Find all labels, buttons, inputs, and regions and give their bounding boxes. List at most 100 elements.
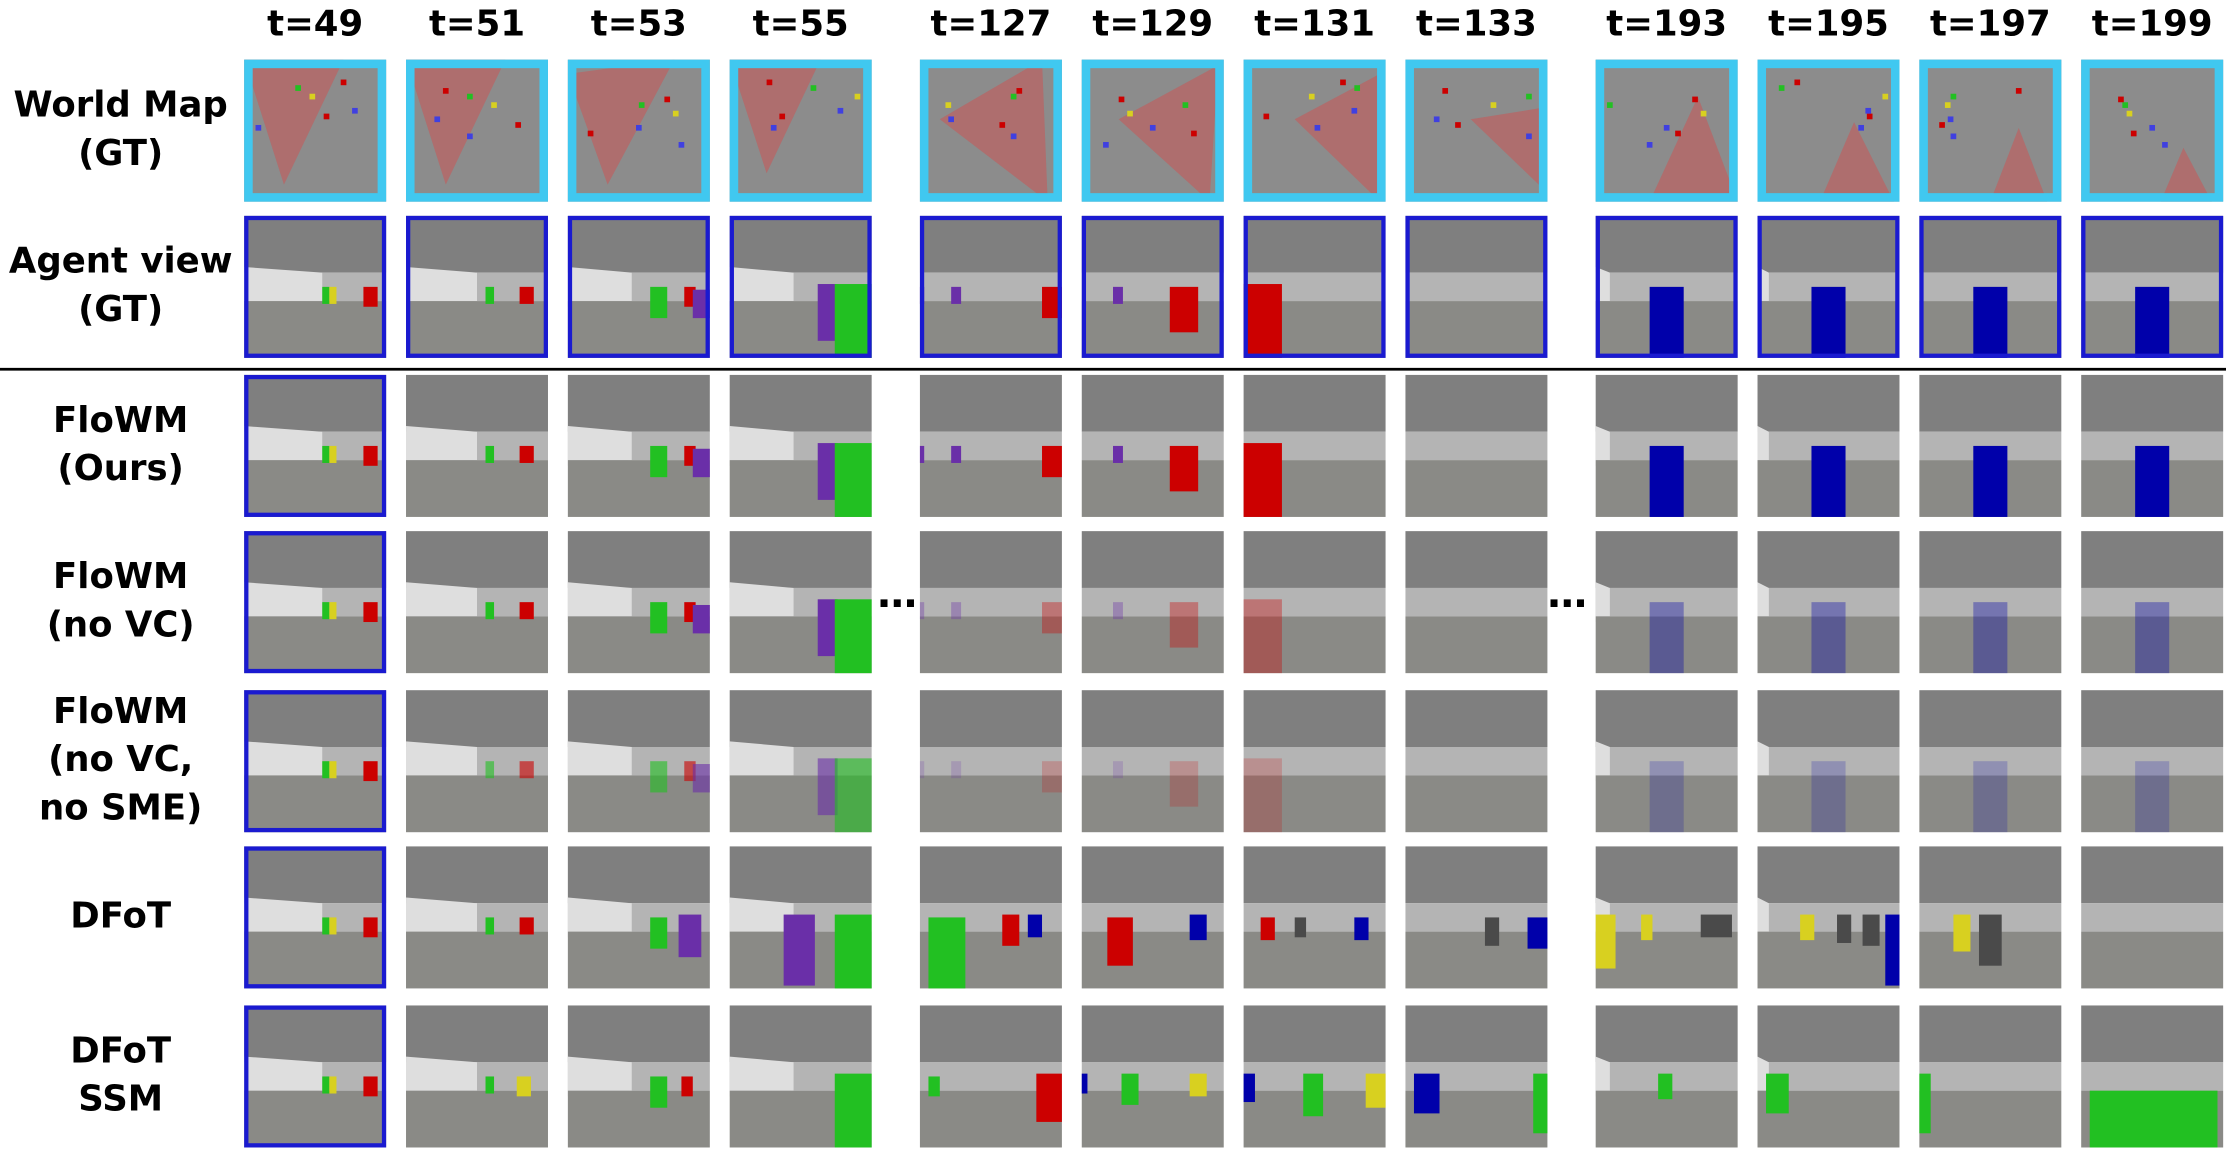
thumbnail — [406, 374, 548, 517]
thumbnail — [1595, 531, 1738, 674]
ceiling — [2081, 690, 2224, 747]
corridor-wall — [1595, 741, 1610, 782]
frame — [406, 215, 548, 358]
thumbnail — [1919, 846, 2062, 989]
ceiling — [244, 690, 387, 747]
floor — [244, 775, 387, 833]
ceiling — [919, 374, 1062, 432]
frame — [567, 59, 710, 202]
object — [322, 1076, 330, 1094]
thumbnail — [2081, 1005, 2224, 1148]
frame — [1757, 59, 1900, 202]
floor — [1081, 1090, 1224, 1148]
floor — [244, 460, 387, 517]
object — [1042, 286, 1062, 319]
object — [834, 443, 872, 517]
object — [834, 758, 872, 833]
floor — [2081, 931, 2224, 989]
object — [1862, 914, 1880, 946]
row-label: DFoT — [70, 1030, 172, 1071]
ceiling — [1405, 531, 1548, 588]
frame — [244, 690, 387, 833]
ceiling — [1081, 531, 1224, 588]
map-object — [636, 124, 642, 131]
map-object — [999, 122, 1006, 128]
row-label: (GT) — [78, 133, 163, 174]
floor — [406, 616, 548, 674]
object — [2135, 761, 2170, 833]
thumbnail — [729, 374, 872, 517]
frame — [1081, 59, 1224, 202]
thumbnail — [1757, 531, 1900, 674]
floor — [244, 301, 387, 358]
ceiling — [1405, 215, 1548, 273]
corridor-wall — [244, 741, 323, 782]
corridor-wall — [406, 426, 477, 466]
map-object — [1692, 96, 1698, 103]
map-object — [1263, 113, 1270, 120]
wall — [1405, 587, 1548, 617]
object — [2135, 602, 2170, 674]
thumbnail — [1243, 215, 1386, 358]
object — [834, 599, 872, 674]
view-cone — [1294, 73, 1380, 202]
map-object — [854, 93, 861, 100]
corridor-wall — [567, 741, 632, 782]
object — [928, 1076, 940, 1097]
row-label: Agent view — [9, 241, 233, 282]
ceiling — [919, 1005, 1062, 1063]
object — [1243, 599, 1282, 674]
corridor-wall — [244, 897, 323, 938]
object — [1973, 602, 2008, 674]
corridor-wall — [244, 266, 323, 307]
floor — [2081, 616, 2224, 674]
floor — [1081, 460, 1224, 517]
frame — [729, 215, 872, 358]
map-object — [1865, 107, 1872, 114]
thumbnail — [1919, 59, 2062, 202]
ceiling — [2081, 1005, 2224, 1063]
thumbnail — [567, 1005, 710, 1148]
map-object — [1118, 96, 1125, 103]
ceiling — [1595, 846, 1738, 904]
view-cone — [406, 59, 506, 185]
map-object — [1149, 124, 1156, 131]
object — [519, 917, 534, 935]
object — [363, 445, 378, 466]
thumbnail — [1081, 59, 1224, 202]
thumbnail — [1757, 374, 1900, 517]
map-object — [1010, 133, 1017, 140]
thumbnail — [1405, 374, 1548, 517]
ceiling — [1081, 846, 1224, 904]
map-object — [1127, 110, 1133, 117]
row-label: no SME) — [39, 787, 202, 828]
column-header: t=131 — [1254, 4, 1375, 45]
frame — [244, 374, 387, 517]
frame — [1595, 215, 1738, 358]
thumbnail — [1405, 215, 1548, 358]
object — [1042, 602, 1062, 634]
ceiling — [567, 531, 710, 588]
ceiling — [729, 215, 872, 273]
object — [485, 1076, 495, 1094]
floor — [919, 301, 1062, 358]
map-object — [434, 116, 441, 123]
row-label: FloWM — [53, 556, 188, 597]
corridor-wall — [567, 1056, 632, 1097]
wall — [2081, 587, 2224, 617]
ceiling — [1595, 1005, 1738, 1063]
thumbnail — [1405, 1005, 1548, 1148]
row-label: (Ours) — [57, 448, 183, 489]
view-cone — [244, 59, 344, 185]
floor — [1595, 616, 1738, 674]
thumbnail — [2081, 690, 2224, 833]
thumbnail — [244, 1005, 387, 1148]
map-object — [1950, 93, 1957, 100]
column-header: t=199 — [2092, 4, 2213, 45]
map-object — [2015, 88, 2022, 94]
map-object — [1526, 133, 1532, 140]
object — [329, 761, 337, 779]
floor — [1919, 775, 2062, 833]
floor — [1595, 1090, 1738, 1148]
